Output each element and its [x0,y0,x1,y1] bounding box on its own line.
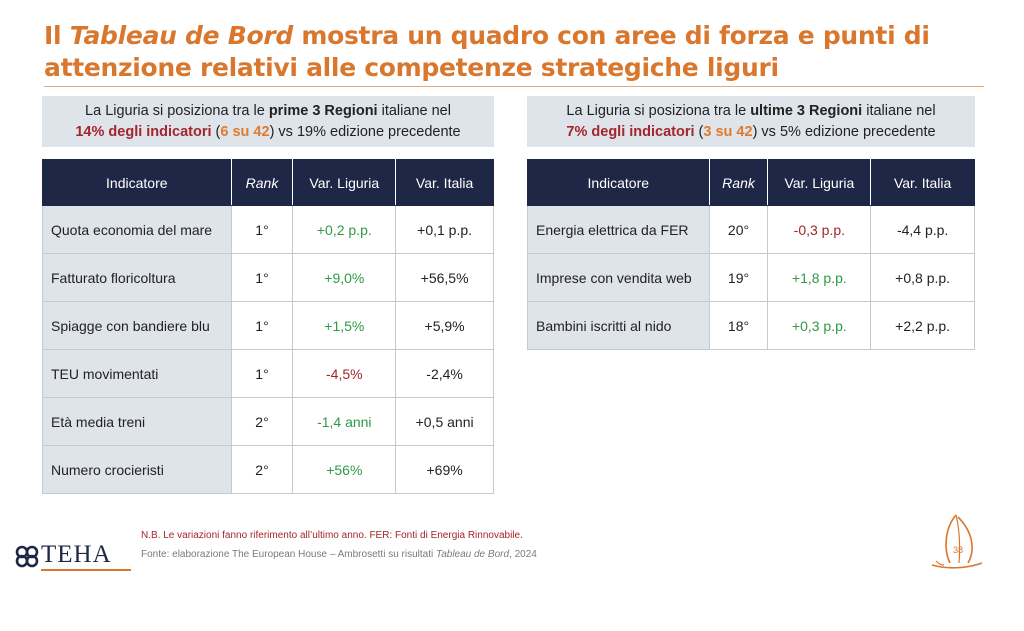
left-banner: La Liguria si posiziona tra le prime 3 R… [42,96,494,147]
indicator-cell: Fatturato floricoltura [42,253,232,302]
rank-cell: 2° [230,397,294,446]
teha-logo: TEHA [14,541,132,571]
teha-logo-mark-icon [15,545,39,568]
rank-cell: 1° [230,301,294,350]
var-italia-cell: +5,9% [395,301,494,350]
logo-underline [41,569,131,571]
table-row: Età media treni 2° -1,4 anni +0,5 anni [42,397,494,446]
var-liguria-cell: -1,4 anni [292,397,397,446]
right-banner: La Liguria si posiziona tra le ultime 3 … [527,96,975,147]
var-liguria-cell: -0,3 p.p. [767,205,872,254]
header-indicatore: Indicatore [527,159,710,206]
rank-cell: 20° [708,205,769,254]
rank-cell: 1° [230,253,294,302]
page-number: 38 [953,545,964,555]
table-row: Spiagge con bandiere blu 1° +1,5% +5,9% [42,301,494,350]
var-liguria-cell: +9,0% [292,253,397,302]
header-var-italia: Var. Italia [395,159,494,206]
table-row: Fatturato floricoltura 1° +9,0% +56,5% [42,253,494,302]
indicator-cell: Età media treni [42,397,232,446]
indicator-cell: Numero crocieristi [42,445,232,494]
rank-cell: 1° [230,205,294,254]
indicator-cell: Imprese con vendita web [527,253,710,302]
var-italia-cell: +56,5% [395,253,494,302]
header-rank: Rank [708,159,769,206]
logo-text: TEHA [41,541,112,568]
var-italia-cell: +0,8 p.p. [870,253,975,302]
page-title: Il Tableau de Bord mostra un quadro con … [44,21,930,82]
var-liguria-cell: +56% [292,445,397,494]
var-liguria-cell: +1,8 p.p. [767,253,872,302]
header-indicatore: Indicatore [42,159,232,206]
var-italia-cell: -2,4% [395,349,494,398]
var-liguria-cell: +0,2 p.p. [292,205,397,254]
var-liguria-cell: +1,5% [292,301,397,350]
table-row: TEU movimentati 1° -4,5% -2,4% [42,349,494,398]
table-row: Numero crocieristi 2° +56% +69% [42,445,494,494]
table-row: Energia elettrica da FER 20° -0,3 p.p. -… [527,205,975,254]
table-row: Quota economia del mare 1° +0,2 p.p. +0,… [42,205,494,254]
indicator-cell: Bambini iscritti al nido [527,301,710,350]
var-italia-cell: -4,4 p.p. [870,205,975,254]
var-liguria-cell: -4,5% [292,349,397,398]
var-liguria-cell: +0,3 p.p. [767,301,872,350]
var-italia-cell: +2,2 p.p. [870,301,975,350]
header-var-liguria: Var. Liguria [767,159,872,206]
header-var-italia: Var. Italia [870,159,975,206]
indicator-cell: TEU movimentati [42,349,232,398]
sail-logo-icon [931,514,983,569]
indicator-cell: Energia elettrica da FER [527,205,710,254]
var-italia-cell: +0,1 p.p. [395,205,494,254]
left-indicators-table: Indicatore Rank Var. Liguria Var. Italia… [42,159,494,494]
indicator-cell: Quota economia del mare [42,205,232,254]
right-indicators-table: Indicatore Rank Var. Liguria Var. Italia… [527,159,975,350]
table-row: Bambini iscritti al nido 18° +0,3 p.p. +… [527,301,975,350]
footnote: N.B. Le variazioni fanno riferimento all… [141,530,523,541]
table-header-row: Indicatore Rank Var. Liguria Var. Italia [527,159,975,206]
source-note: Fonte: elaborazione The European House –… [141,549,537,560]
table-row: Imprese con vendita web 19° +1,8 p.p. +0… [527,253,975,302]
table-header-row: Indicatore Rank Var. Liguria Var. Italia [42,159,494,206]
indicator-cell: Spiagge con bandiere blu [42,301,232,350]
header-rank: Rank [230,159,294,206]
rank-cell: 18° [708,301,769,350]
header-var-liguria: Var. Liguria [292,159,397,206]
title-divider [44,86,984,87]
title-italic: Tableau de Bord [69,21,294,50]
var-italia-cell: +0,5 anni [395,397,494,446]
rank-cell: 2° [230,445,294,494]
var-italia-cell: +69% [395,445,494,494]
rank-cell: 1° [230,349,294,398]
rank-cell: 19° [708,253,769,302]
